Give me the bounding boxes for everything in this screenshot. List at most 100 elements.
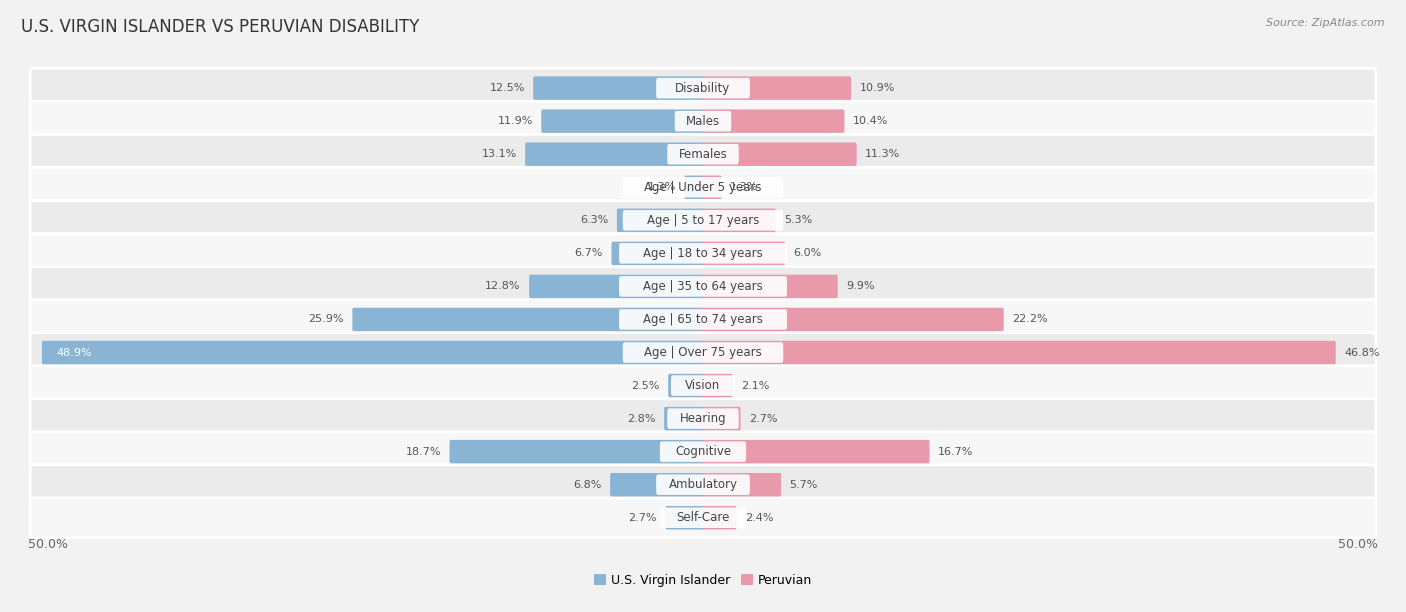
Text: 9.9%: 9.9%	[846, 282, 875, 291]
Text: 10.9%: 10.9%	[859, 83, 896, 93]
Text: 2.1%: 2.1%	[741, 381, 769, 390]
FancyBboxPatch shape	[450, 440, 704, 463]
FancyBboxPatch shape	[702, 308, 1004, 331]
FancyBboxPatch shape	[623, 210, 783, 231]
FancyBboxPatch shape	[702, 209, 776, 232]
Text: 6.8%: 6.8%	[574, 480, 602, 490]
FancyBboxPatch shape	[623, 342, 783, 363]
FancyBboxPatch shape	[619, 276, 787, 297]
Text: 5.3%: 5.3%	[785, 215, 813, 225]
FancyBboxPatch shape	[30, 300, 1376, 339]
FancyBboxPatch shape	[30, 333, 1376, 372]
FancyBboxPatch shape	[668, 408, 738, 429]
Text: 22.2%: 22.2%	[1012, 315, 1047, 324]
Text: 6.3%: 6.3%	[581, 215, 609, 225]
FancyBboxPatch shape	[702, 440, 929, 463]
FancyBboxPatch shape	[702, 242, 785, 265]
FancyBboxPatch shape	[702, 275, 838, 298]
Text: Self-Care: Self-Care	[676, 511, 730, 524]
Text: 16.7%: 16.7%	[938, 447, 973, 457]
Text: Age | 5 to 17 years: Age | 5 to 17 years	[647, 214, 759, 227]
Text: 11.3%: 11.3%	[865, 149, 900, 159]
FancyBboxPatch shape	[659, 441, 747, 462]
Text: 2.8%: 2.8%	[627, 414, 655, 424]
Text: 50.0%: 50.0%	[28, 537, 67, 551]
FancyBboxPatch shape	[30, 168, 1376, 207]
Text: 13.1%: 13.1%	[481, 149, 517, 159]
Text: 2.7%: 2.7%	[628, 513, 657, 523]
Text: Source: ZipAtlas.com: Source: ZipAtlas.com	[1267, 18, 1385, 28]
FancyBboxPatch shape	[30, 102, 1376, 141]
Text: 1.3%: 1.3%	[648, 182, 676, 192]
FancyBboxPatch shape	[702, 407, 741, 430]
Text: 1.3%: 1.3%	[730, 182, 758, 192]
FancyBboxPatch shape	[30, 366, 1376, 405]
FancyBboxPatch shape	[524, 143, 704, 166]
Legend: U.S. Virgin Islander, Peruvian: U.S. Virgin Islander, Peruvian	[593, 573, 813, 587]
Text: Age | Over 75 years: Age | Over 75 years	[644, 346, 762, 359]
FancyBboxPatch shape	[702, 341, 1336, 364]
FancyBboxPatch shape	[30, 135, 1376, 174]
FancyBboxPatch shape	[685, 176, 704, 199]
Text: 6.7%: 6.7%	[575, 248, 603, 258]
FancyBboxPatch shape	[30, 201, 1376, 240]
Text: Cognitive: Cognitive	[675, 445, 731, 458]
Text: Vision: Vision	[685, 379, 721, 392]
Text: U.S. VIRGIN ISLANDER VS PERUVIAN DISABILITY: U.S. VIRGIN ISLANDER VS PERUVIAN DISABIL…	[21, 18, 419, 36]
Text: 18.7%: 18.7%	[406, 447, 441, 457]
FancyBboxPatch shape	[619, 243, 787, 264]
Text: Age | 65 to 74 years: Age | 65 to 74 years	[643, 313, 763, 326]
FancyBboxPatch shape	[702, 110, 845, 133]
FancyBboxPatch shape	[665, 506, 704, 529]
Text: Disability: Disability	[675, 81, 731, 95]
FancyBboxPatch shape	[42, 341, 704, 364]
FancyBboxPatch shape	[675, 111, 731, 132]
FancyBboxPatch shape	[623, 177, 783, 198]
Text: 48.9%: 48.9%	[56, 348, 91, 357]
FancyBboxPatch shape	[612, 242, 704, 265]
Text: 12.5%: 12.5%	[489, 83, 524, 93]
FancyBboxPatch shape	[659, 507, 747, 528]
Text: 50.0%: 50.0%	[1339, 537, 1378, 551]
Text: Males: Males	[686, 114, 720, 128]
Text: 6.0%: 6.0%	[793, 248, 821, 258]
Text: 12.8%: 12.8%	[485, 282, 520, 291]
Text: Hearing: Hearing	[679, 412, 727, 425]
FancyBboxPatch shape	[529, 275, 704, 298]
FancyBboxPatch shape	[702, 506, 737, 529]
FancyBboxPatch shape	[702, 176, 721, 199]
Text: 2.5%: 2.5%	[631, 381, 659, 390]
FancyBboxPatch shape	[541, 110, 704, 133]
FancyBboxPatch shape	[30, 432, 1376, 471]
FancyBboxPatch shape	[702, 143, 856, 166]
Text: Age | 18 to 34 years: Age | 18 to 34 years	[643, 247, 763, 260]
FancyBboxPatch shape	[30, 234, 1376, 273]
Text: 46.8%: 46.8%	[1344, 348, 1379, 357]
FancyBboxPatch shape	[30, 69, 1376, 108]
FancyBboxPatch shape	[668, 144, 738, 165]
FancyBboxPatch shape	[353, 308, 704, 331]
FancyBboxPatch shape	[668, 374, 704, 397]
FancyBboxPatch shape	[610, 473, 704, 496]
FancyBboxPatch shape	[657, 78, 749, 99]
FancyBboxPatch shape	[30, 399, 1376, 438]
FancyBboxPatch shape	[533, 76, 704, 100]
Text: 11.9%: 11.9%	[498, 116, 533, 126]
FancyBboxPatch shape	[664, 407, 704, 430]
Text: 10.4%: 10.4%	[853, 116, 889, 126]
FancyBboxPatch shape	[619, 309, 787, 330]
Text: 5.7%: 5.7%	[789, 480, 818, 490]
Text: 2.4%: 2.4%	[745, 513, 773, 523]
Text: 25.9%: 25.9%	[308, 315, 344, 324]
FancyBboxPatch shape	[702, 473, 780, 496]
FancyBboxPatch shape	[617, 209, 704, 232]
FancyBboxPatch shape	[671, 375, 735, 396]
FancyBboxPatch shape	[30, 267, 1376, 306]
Text: Age | Under 5 years: Age | Under 5 years	[644, 181, 762, 194]
FancyBboxPatch shape	[30, 465, 1376, 504]
Text: Females: Females	[679, 147, 727, 161]
Text: Age | 35 to 64 years: Age | 35 to 64 years	[643, 280, 763, 293]
FancyBboxPatch shape	[702, 374, 733, 397]
Text: Ambulatory: Ambulatory	[668, 478, 738, 491]
FancyBboxPatch shape	[30, 498, 1376, 537]
